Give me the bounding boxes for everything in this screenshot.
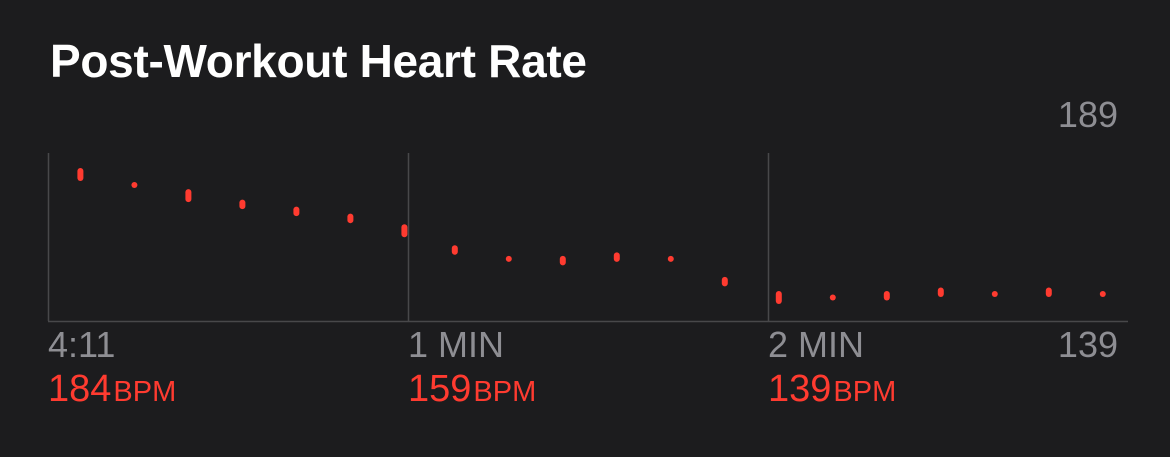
data-point-5 [347,213,354,224]
data-point-7 [451,245,458,255]
data-point-4 [293,206,300,217]
bpm-reading-start: 184BPM [48,368,176,411]
y-max-label: 189 [1057,94,1118,135]
bpm-unit: BPM [473,376,537,408]
data-point-9 [559,255,566,266]
data-point-18 [1045,287,1052,297]
data-point-10 [613,252,620,262]
bpm-value: 159 [408,368,472,410]
bpm-value: 139 [768,368,832,410]
data-point-15 [883,290,890,301]
data-point-13 [775,290,782,304]
data-point-14 [829,294,836,301]
y-min-label: 139 [1057,324,1118,365]
bpm-reading-1min: 159BPM [408,368,536,411]
data-point-11 [667,255,674,262]
data-point-19 [1099,290,1106,297]
x-tick-label-start: 4:11 [48,324,116,365]
data-point-12 [721,276,728,287]
data-point-1 [131,182,138,189]
data-point-16 [937,287,944,297]
bpm-unit: BPM [833,376,897,408]
data-point-6 [401,224,408,238]
data-points [77,168,1106,304]
data-point-3 [239,199,246,210]
data-point-2 [185,189,192,203]
data-point-0 [77,168,84,182]
data-point-8 [505,255,512,262]
data-point-17 [991,290,998,297]
chart-grid [47,153,1128,323]
bpm-reading-2min: 139BPM [768,368,896,411]
bpm-unit: BPM [113,376,177,408]
chart-title: Post-Workout Heart Rate [50,35,587,87]
x-tick-label-2min: 2 MIN [768,324,865,365]
bpm-value: 184 [48,368,112,410]
x-tick-label-1min: 1 MIN [408,324,505,365]
